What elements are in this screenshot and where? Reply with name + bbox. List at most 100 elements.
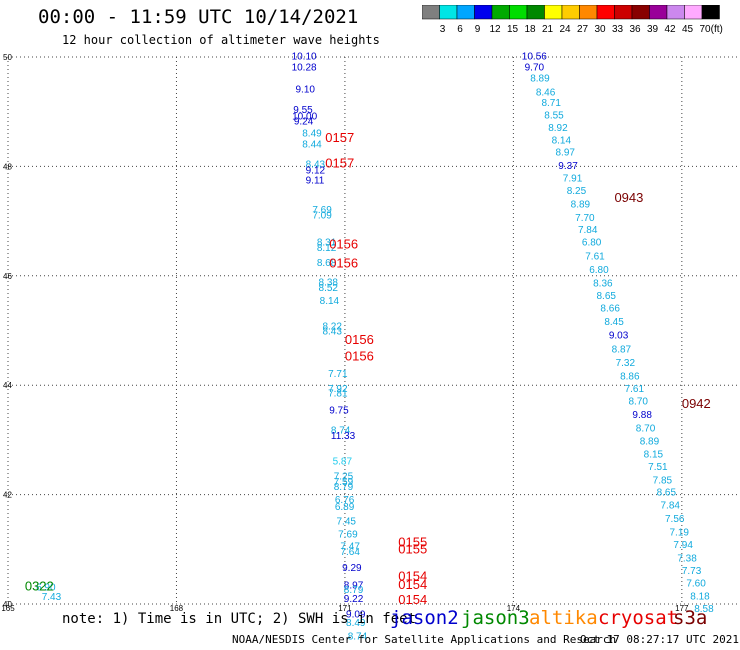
colorbar-label: 36 [629,24,641,35]
wave-height-label: 8.89 [530,74,550,85]
pass-time-label-s3a: 0943 [614,190,643,205]
wave-height-label: 9.11 [306,175,325,186]
pass-time-label-jason3: 0322 [25,578,54,593]
wave-height-label: 9.22 [344,594,364,605]
wave-height-label: 7.61 [625,384,645,395]
chart-title: 00:00 - 11:59 UTC 10/14/2021 [38,6,359,28]
wave-height-label: 8.18 [690,592,710,603]
x-tick-label: 165 [1,604,15,613]
wave-height-label: 8.89 [571,199,591,210]
wave-height-label: 8.44 [302,139,322,150]
wave-height-label: 6.89 [335,502,355,513]
wave-height-label: 8.97 [556,147,576,158]
wave-height-label: 7.84 [661,500,681,511]
wave-height-label: 10.10 [292,52,317,63]
wave-height-label: 8.65 [596,291,616,302]
pass-time-label-cryosat: 0156 [345,332,374,347]
wave-height-label: 6.80 [582,238,602,249]
wave-height-label: 7.19 [669,528,689,539]
wave-height-label: 9.29 [342,563,362,574]
wave-height-label: 8.70 [636,424,656,435]
wave-height-label: 7.81 [328,389,348,400]
wave-height-label: 8.46 [536,87,556,98]
wave-height-label: 8.87 [612,344,632,355]
wave-height-label: 5.87 [333,457,353,468]
wave-height-label: 10.56 [522,52,547,63]
wave-height-label: 7.51 [648,462,668,473]
colorbar-label: 18 [524,24,536,35]
pass-time-label-cryosat: 0155 [398,542,427,557]
wave-height-label: 9.75 [329,406,349,417]
wave-height-label: 9.88 [632,410,652,421]
wave-height-label: 8.70 [629,396,649,407]
pass-time-label-cryosat: 0156 [345,349,374,364]
wave-height-label: 9.70 [525,63,545,74]
wave-height-label: 8.14 [320,296,340,307]
pass-time-label-cryosat: 0154 [398,577,427,592]
wave-height-label: 8.49 [302,128,322,139]
colorbar-label: 39 [647,24,659,35]
wave-height-label: 8.79 [344,585,364,596]
wave-height-label: 7.91 [563,174,583,185]
wave-height-label: 8.71 [541,98,561,109]
pass-time-label-cryosat: 0157 [325,155,354,170]
colorbar-label: 42 [664,24,676,35]
pass-time-label-cryosat: 0154 [398,592,427,607]
pass-time-label-cryosat: 0157 [325,130,354,145]
wave-height-label: 9.12 [306,166,326,177]
colorbar-label: 24 [559,24,571,35]
x-tick-label: 168 [170,604,184,613]
x-tick-label: 171 [338,604,352,613]
chart-subtitle: 12 hour collection of altimeter wave hei… [62,33,380,47]
wave-height-label: 7.73 [682,566,702,577]
wave-height-label: 7.70 [575,213,595,224]
pass-time-label-cryosat: 0154 [398,568,427,583]
wave-height-label: 8.58 [694,604,714,615]
y-tick-label: 48 [3,162,12,171]
wave-height-label: 8.36 [593,279,613,290]
colorbar-label: 6 [457,24,463,35]
wave-height-label: 8.65 [657,488,677,499]
colorbar-label: 70 [699,24,711,35]
pass-time-label-s3a: 0942 [682,396,711,411]
legend-cryosat: cryosat [598,607,679,629]
legend-jason2: jason2 [390,607,459,629]
wave-height-label: 7.38 [677,553,697,564]
colorbar-label: 45 [682,24,694,35]
y-tick-label: 40 [3,600,12,609]
y-tick-label: 46 [3,272,12,281]
wave-height-label: 6.80 [589,265,609,276]
wave-height-label: 8.38 [319,278,339,289]
wave-height-label: 7.85 [653,476,673,487]
wave-height-label: 7.64 [340,547,360,558]
wave-height-label: 7.43 [42,592,62,603]
wave-height-label: 7.61 [585,251,605,262]
wave-height-label: 7.94 [673,540,693,551]
wave-height-label: 10.28 [292,63,317,74]
colorbar-label: (ft) [711,24,723,35]
colorbar-label: 21 [542,24,554,35]
wave-height-label: 7.32 [616,358,636,369]
wave-height-label: 9.24 [294,116,314,127]
wave-height-label: 8.49 [346,618,366,629]
wave-height-label: 8.79 [334,482,354,493]
x-tick-label: 174 [507,604,521,613]
wave-height-label: 8.31 [317,238,337,249]
wave-height-label: 7.56 [665,514,685,525]
wave-height-label: 8.25 [567,186,587,197]
legend-s3a: s3a [673,607,708,629]
wave-height-label: 7.71 [328,369,348,380]
pass-time-label-cryosat: 0156 [329,236,358,251]
wave-height-label: 6.76 [335,495,355,506]
wave-height-label: 7.84 [578,225,598,236]
colorbar-label: 33 [612,24,624,35]
wave-height-label: 8.68 [317,258,337,269]
wave-height-label: 7.60 [686,578,706,589]
chart-note: note: 1) Time is in UTC; 2) SWH is in fe… [62,611,417,627]
wave-height-label: 7.25 [334,471,354,482]
wave-height-label: 8.43 [306,159,326,170]
y-tick-label: 42 [3,491,12,500]
wave-height-label: 7.09 [312,210,332,221]
x-tick-label: 177 [675,604,689,613]
wave-height-label: 7.45 [337,517,357,528]
